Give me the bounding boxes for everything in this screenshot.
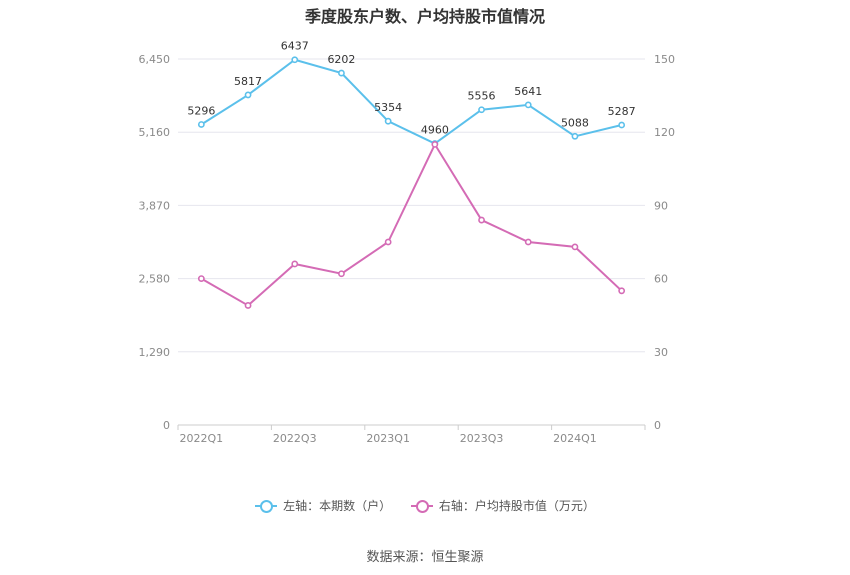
right-axis-tick-label: 30 <box>654 346 668 359</box>
data-label: 5088 <box>561 116 589 129</box>
right-axis-tick-label: 150 <box>654 53 675 66</box>
data-point <box>431 140 439 148</box>
data-point <box>384 238 392 246</box>
data-label: 5641 <box>514 85 542 98</box>
data-label: 5817 <box>234 75 262 88</box>
source-note: 数据来源：恒生聚源 <box>366 550 484 565</box>
series-line-left <box>200 58 622 145</box>
left-axis-tick-label: 2,580 <box>139 273 171 286</box>
legend-line-marker-icon <box>410 499 433 513</box>
legend-label: 右轴：户均持股市值（万元） <box>438 499 595 513</box>
x-axis-tick-label: 2023Q1 <box>366 432 410 445</box>
axis-labels: 0 0 1,290 30 2,580 60 3,870 90 5,160 120 6,450 150 2… <box>139 53 676 445</box>
left-axis-tick-label: 6,450 <box>139 53 171 66</box>
data-label: 5287 <box>608 105 636 118</box>
data-point <box>244 302 252 309</box>
data-point <box>618 121 626 129</box>
right-axis-tick-label: 60 <box>654 273 668 286</box>
x-axis-tick-label: 2022Q3 <box>273 432 317 445</box>
data-point <box>618 287 626 295</box>
data-point <box>524 238 532 246</box>
right-axis-tick-label: 90 <box>654 199 668 212</box>
legend: 左轴：本期数（户） 右轴：户均持股市值（万元） <box>0 497 850 515</box>
data-point <box>478 106 485 114</box>
data-point <box>524 101 532 109</box>
data-point <box>244 91 252 99</box>
left-axis-tick-label: 5,160 <box>139 126 171 139</box>
data-point <box>291 260 299 268</box>
data-labels: 5296 5817 6437 6202 5354 4960 5556 5641 5088 5287 <box>187 40 635 137</box>
series-lines <box>197 56 626 309</box>
data-point <box>338 69 345 77</box>
left-axis-tick-label: 1,290 <box>139 346 171 359</box>
data-point <box>197 275 205 282</box>
series-line-right <box>200 142 623 307</box>
data-label: 5296 <box>187 104 215 117</box>
left-axis-tick-label: 0 <box>163 419 170 432</box>
x-axis-tick-label: 2024Q1 <box>553 432 597 445</box>
x-axis-tick-label: 2022Q1 <box>180 432 224 445</box>
data-point <box>571 132 579 140</box>
data-point <box>291 56 299 64</box>
data-point <box>478 216 485 224</box>
legend-item-left-series[interactable]: 左轴：本期数（户） <box>255 497 391 514</box>
legend-label: 左轴：本期数（户） <box>283 499 392 513</box>
left-axis-tick-label: 3,870 <box>139 199 171 212</box>
data-label: 4960 <box>421 124 449 137</box>
legend-line-marker-icon <box>255 499 278 513</box>
data-label: 6437 <box>281 40 309 53</box>
right-axis-tick-label: 0 <box>654 419 661 432</box>
x-axis-tick-label: 2023Q3 <box>460 432 504 445</box>
data-point <box>571 243 579 251</box>
data-label: 5354 <box>374 101 402 114</box>
chart-title: 季度股东户数、户均持股市值情况 <box>304 7 545 26</box>
data-point <box>384 117 392 125</box>
data-point <box>197 121 205 128</box>
right-axis-tick-label: 120 <box>654 126 675 139</box>
data-point <box>338 270 345 278</box>
legend-item-right-series[interactable]: 右轴：户均持股市值（万元） <box>410 497 595 514</box>
data-label: 6202 <box>327 53 355 66</box>
data-label: 5556 <box>468 90 496 103</box>
